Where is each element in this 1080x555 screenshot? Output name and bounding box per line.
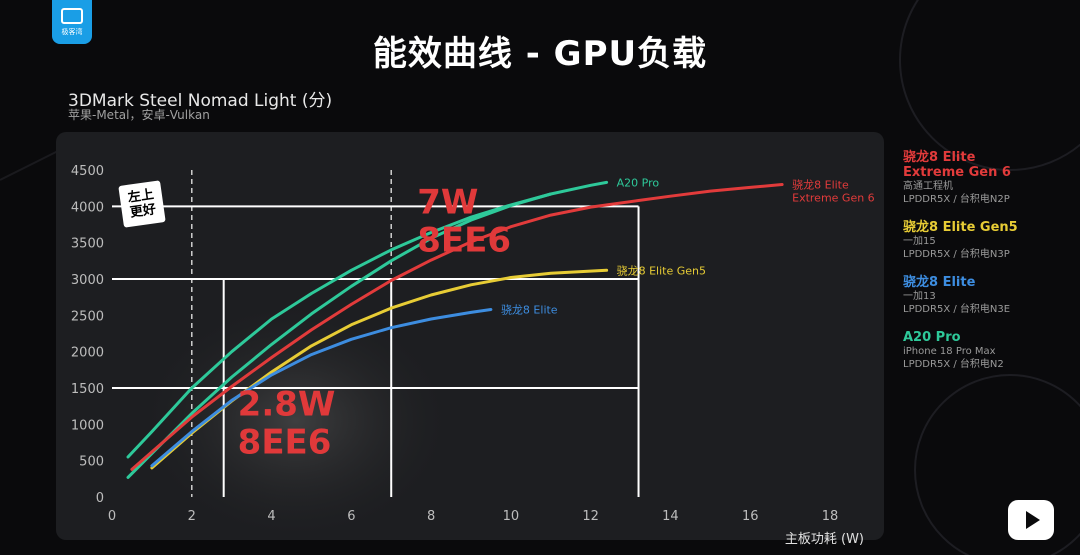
x-tick-label: 6 xyxy=(347,509,355,524)
y-tick-label: 3000 xyxy=(71,273,104,288)
series-line-2 xyxy=(130,183,784,471)
chart-subtitle: 苹果-Metal，安卓-Vulkan xyxy=(68,108,210,122)
y-tick-label: 2000 xyxy=(71,346,104,361)
legend-series-name: 骁龙8 Elite xyxy=(903,275,976,290)
x-tick-label: 16 xyxy=(742,509,759,524)
corner-tag: 左上更好 xyxy=(118,180,166,228)
legend-series-name: 骁龙8 Elite xyxy=(903,150,976,165)
series-label-2: 骁龙8 Elite Extreme Gen 6 xyxy=(792,178,875,205)
legend-detail: 一加13 xyxy=(903,291,936,302)
video-platform-logo xyxy=(1008,500,1054,540)
logo-text: 极客湾 xyxy=(61,27,83,36)
annotation-label: 7W xyxy=(417,183,478,223)
x-tick-label: 4 xyxy=(267,509,275,524)
legend-detail: 一加15 xyxy=(903,236,936,247)
x-tick-label: 2 xyxy=(188,509,196,524)
legend-item: 骁龙8 Elite Extreme Gen 6 高通工程机 LPDDR5X / 台积电… xyxy=(903,150,1073,206)
x-axis-label: 主板功耗 (W) xyxy=(785,532,864,547)
legend-series-name: 骁龙8 Elite Gen5 xyxy=(903,220,1018,235)
annotation-label: 2.8W xyxy=(238,385,336,425)
x-tick-label: 8 xyxy=(427,509,435,524)
legend-series-name: A20 Pro xyxy=(903,330,961,345)
x-tick-label: 10 xyxy=(503,509,520,524)
annotation-label: 8EE6 xyxy=(417,220,511,260)
y-tick-label: 0 xyxy=(96,491,104,506)
play-icon xyxy=(1026,511,1040,529)
legend-series-name: Extreme Gen 6 xyxy=(903,165,1011,180)
corner-tag-text: 左上更好 xyxy=(127,186,157,220)
legend-detail: 高通工程机 xyxy=(903,181,953,192)
y-tick-label: 4000 xyxy=(71,200,104,215)
x-tick-label: 0 xyxy=(108,509,116,524)
legend-detail: LPDDR5X / 台积电N3P xyxy=(903,249,1010,260)
x-tick-label: 12 xyxy=(582,509,599,524)
series-label-0: A20 Pro xyxy=(617,176,660,189)
y-tick-label: 1500 xyxy=(71,382,104,397)
chart-title: 3DMark Steel Nomad Light (分) xyxy=(68,91,333,111)
series-label-4: 骁龙8 Elite xyxy=(501,303,558,317)
slide-title: 能效曲线 - GPU负载 xyxy=(372,34,708,74)
legend-item: 骁龙8 Elite 一加13 LPDDR5X / 台积电N3E xyxy=(903,275,1073,316)
channel-logo: 极客湾 xyxy=(52,0,92,44)
series-line-4 xyxy=(150,308,493,468)
series-label-3: 骁龙8 Elite Gen5 xyxy=(617,263,706,277)
legend-detail: LPDDR5X / 台积电N2 xyxy=(903,359,1004,370)
x-tick-label: 14 xyxy=(662,509,679,524)
legend: 骁龙8 Elite Extreme Gen 6 高通工程机 LPDDR5X / 台积电… xyxy=(903,150,1073,385)
x-tick-label: 18 xyxy=(822,509,839,524)
legend-detail: LPDDR5X / 台积电N2P xyxy=(903,194,1010,205)
y-tick-label: 1000 xyxy=(71,418,104,433)
legend-item: A20 Pro iPhone 18 Pro Max LPDDR5X / 台积电N2 xyxy=(903,330,1073,371)
series-line-1 xyxy=(126,192,553,479)
y-tick-label: 2500 xyxy=(71,309,104,324)
y-tick-label: 500 xyxy=(79,455,104,470)
legend-item: 骁龙8 Elite Gen5 一加15 LPDDR5X / 台积电N3P xyxy=(903,220,1073,261)
monitor-icon xyxy=(61,7,83,24)
y-tick-label: 4500 xyxy=(71,164,104,179)
legend-detail: LPDDR5X / 台积电N3E xyxy=(903,304,1011,315)
y-tick-label: 3500 xyxy=(71,237,104,252)
annotation-label: 8EE6 xyxy=(238,422,332,462)
legend-detail: iPhone 18 Pro Max xyxy=(903,346,996,357)
